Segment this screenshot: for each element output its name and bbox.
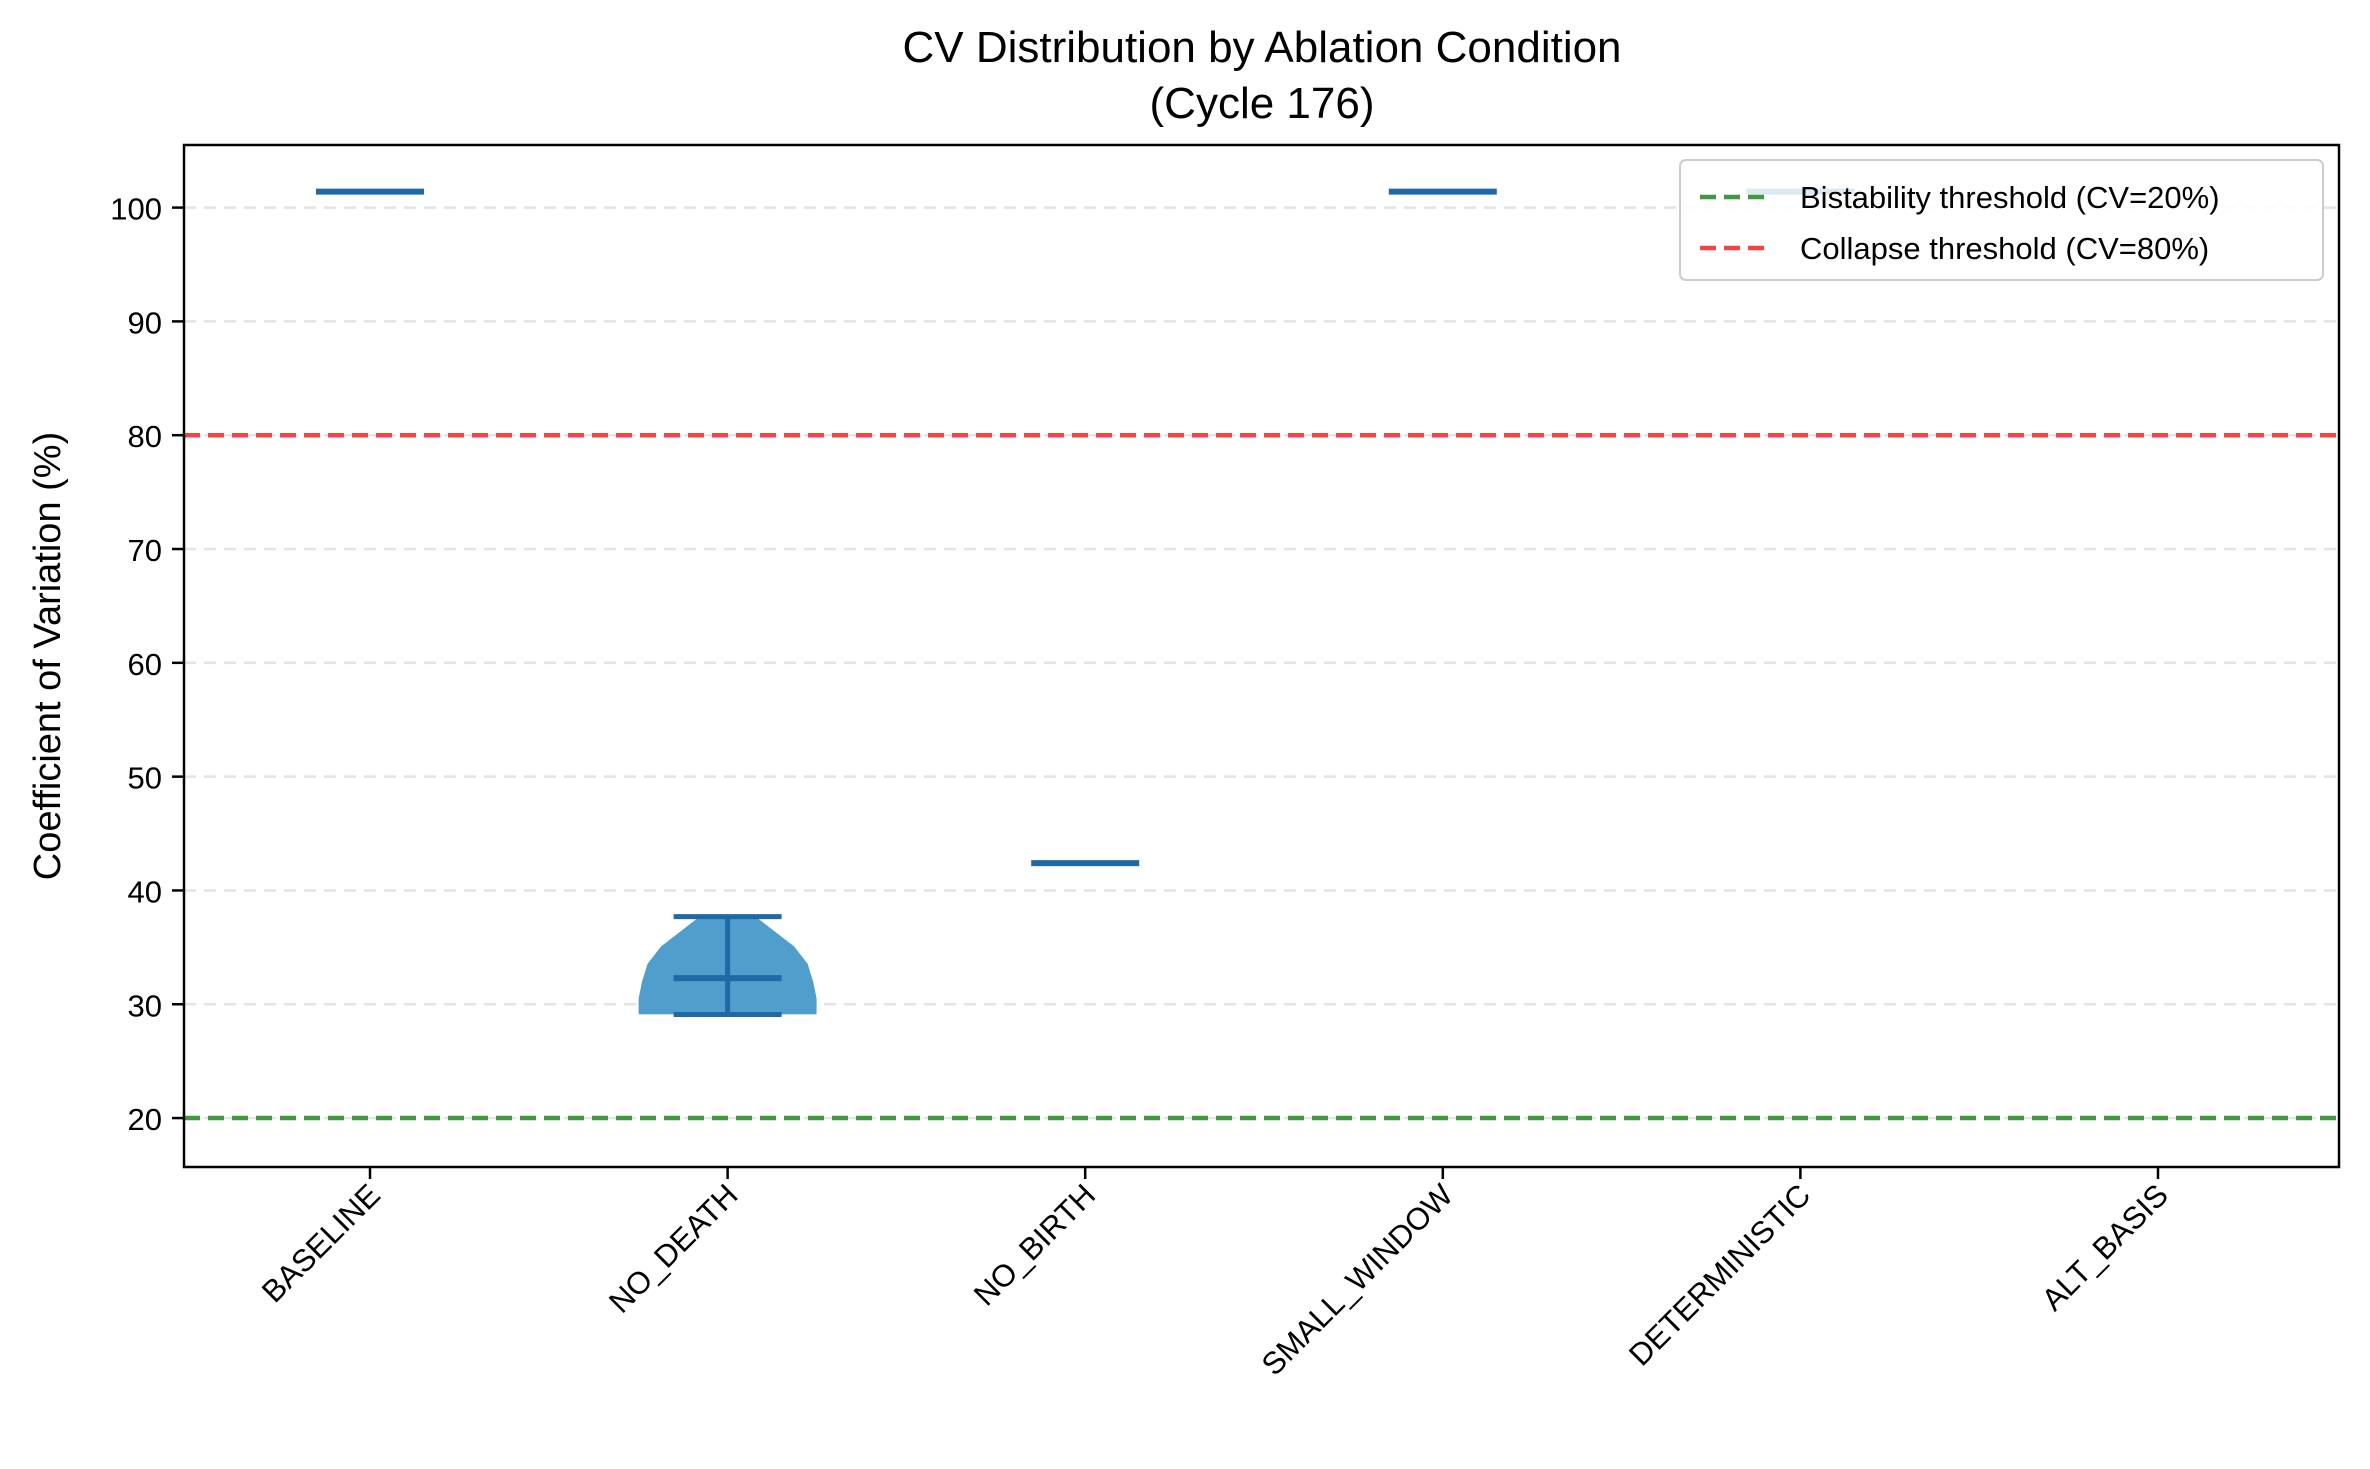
x-tick-label: SMALL_WINDOW (1255, 1177, 1461, 1383)
y-tick-label: 50 (128, 761, 162, 796)
x-tick-label: NO_DEATH (602, 1177, 744, 1319)
legend: Bistability threshold (CV=20%) Collapse t… (1679, 159, 2324, 281)
y-axis-label: Coefficient of Variation (%) (27, 432, 69, 880)
x-tick-label: BASELINE (255, 1177, 387, 1309)
y-tick-label: 70 (128, 533, 162, 568)
x-axis-ticks: BASELINE NO_DEATH NO_BIRTH SMALL_WINDOW DETE… (255, 1167, 2175, 1382)
y-tick-label: 80 (128, 419, 162, 454)
x-tick-label: ALT_BASIS (2035, 1177, 2175, 1317)
y-tick-label: 40 (128, 874, 162, 909)
legend-label: Collapse threshold (CV=80%) (1800, 231, 2209, 266)
x-tick-label: DETERMINISTIC (1622, 1177, 1817, 1372)
y-tick-label: 90 (128, 305, 162, 340)
legend-label: Bistability threshold (CV=20%) (1800, 180, 2220, 215)
x-tick-label: NO_BIRTH (967, 1177, 1102, 1312)
gridlines (184, 206, 2339, 1120)
y-tick-label: 20 (128, 1102, 162, 1137)
y-tick-label: 60 (128, 647, 162, 682)
legend-frame (1679, 159, 2324, 281)
y-tick-label: 100 (110, 192, 162, 227)
y-axis-ticks: 20 30 40 50 60 70 80 90 100 (110, 192, 184, 1137)
plot-frame (182, 143, 2341, 1169)
chart-subtitle: (Cycle 176) (1150, 79, 1375, 128)
chart-title: CV Distribution by Ablation Condition (902, 23, 1621, 72)
y-tick-label: 30 (128, 988, 162, 1023)
